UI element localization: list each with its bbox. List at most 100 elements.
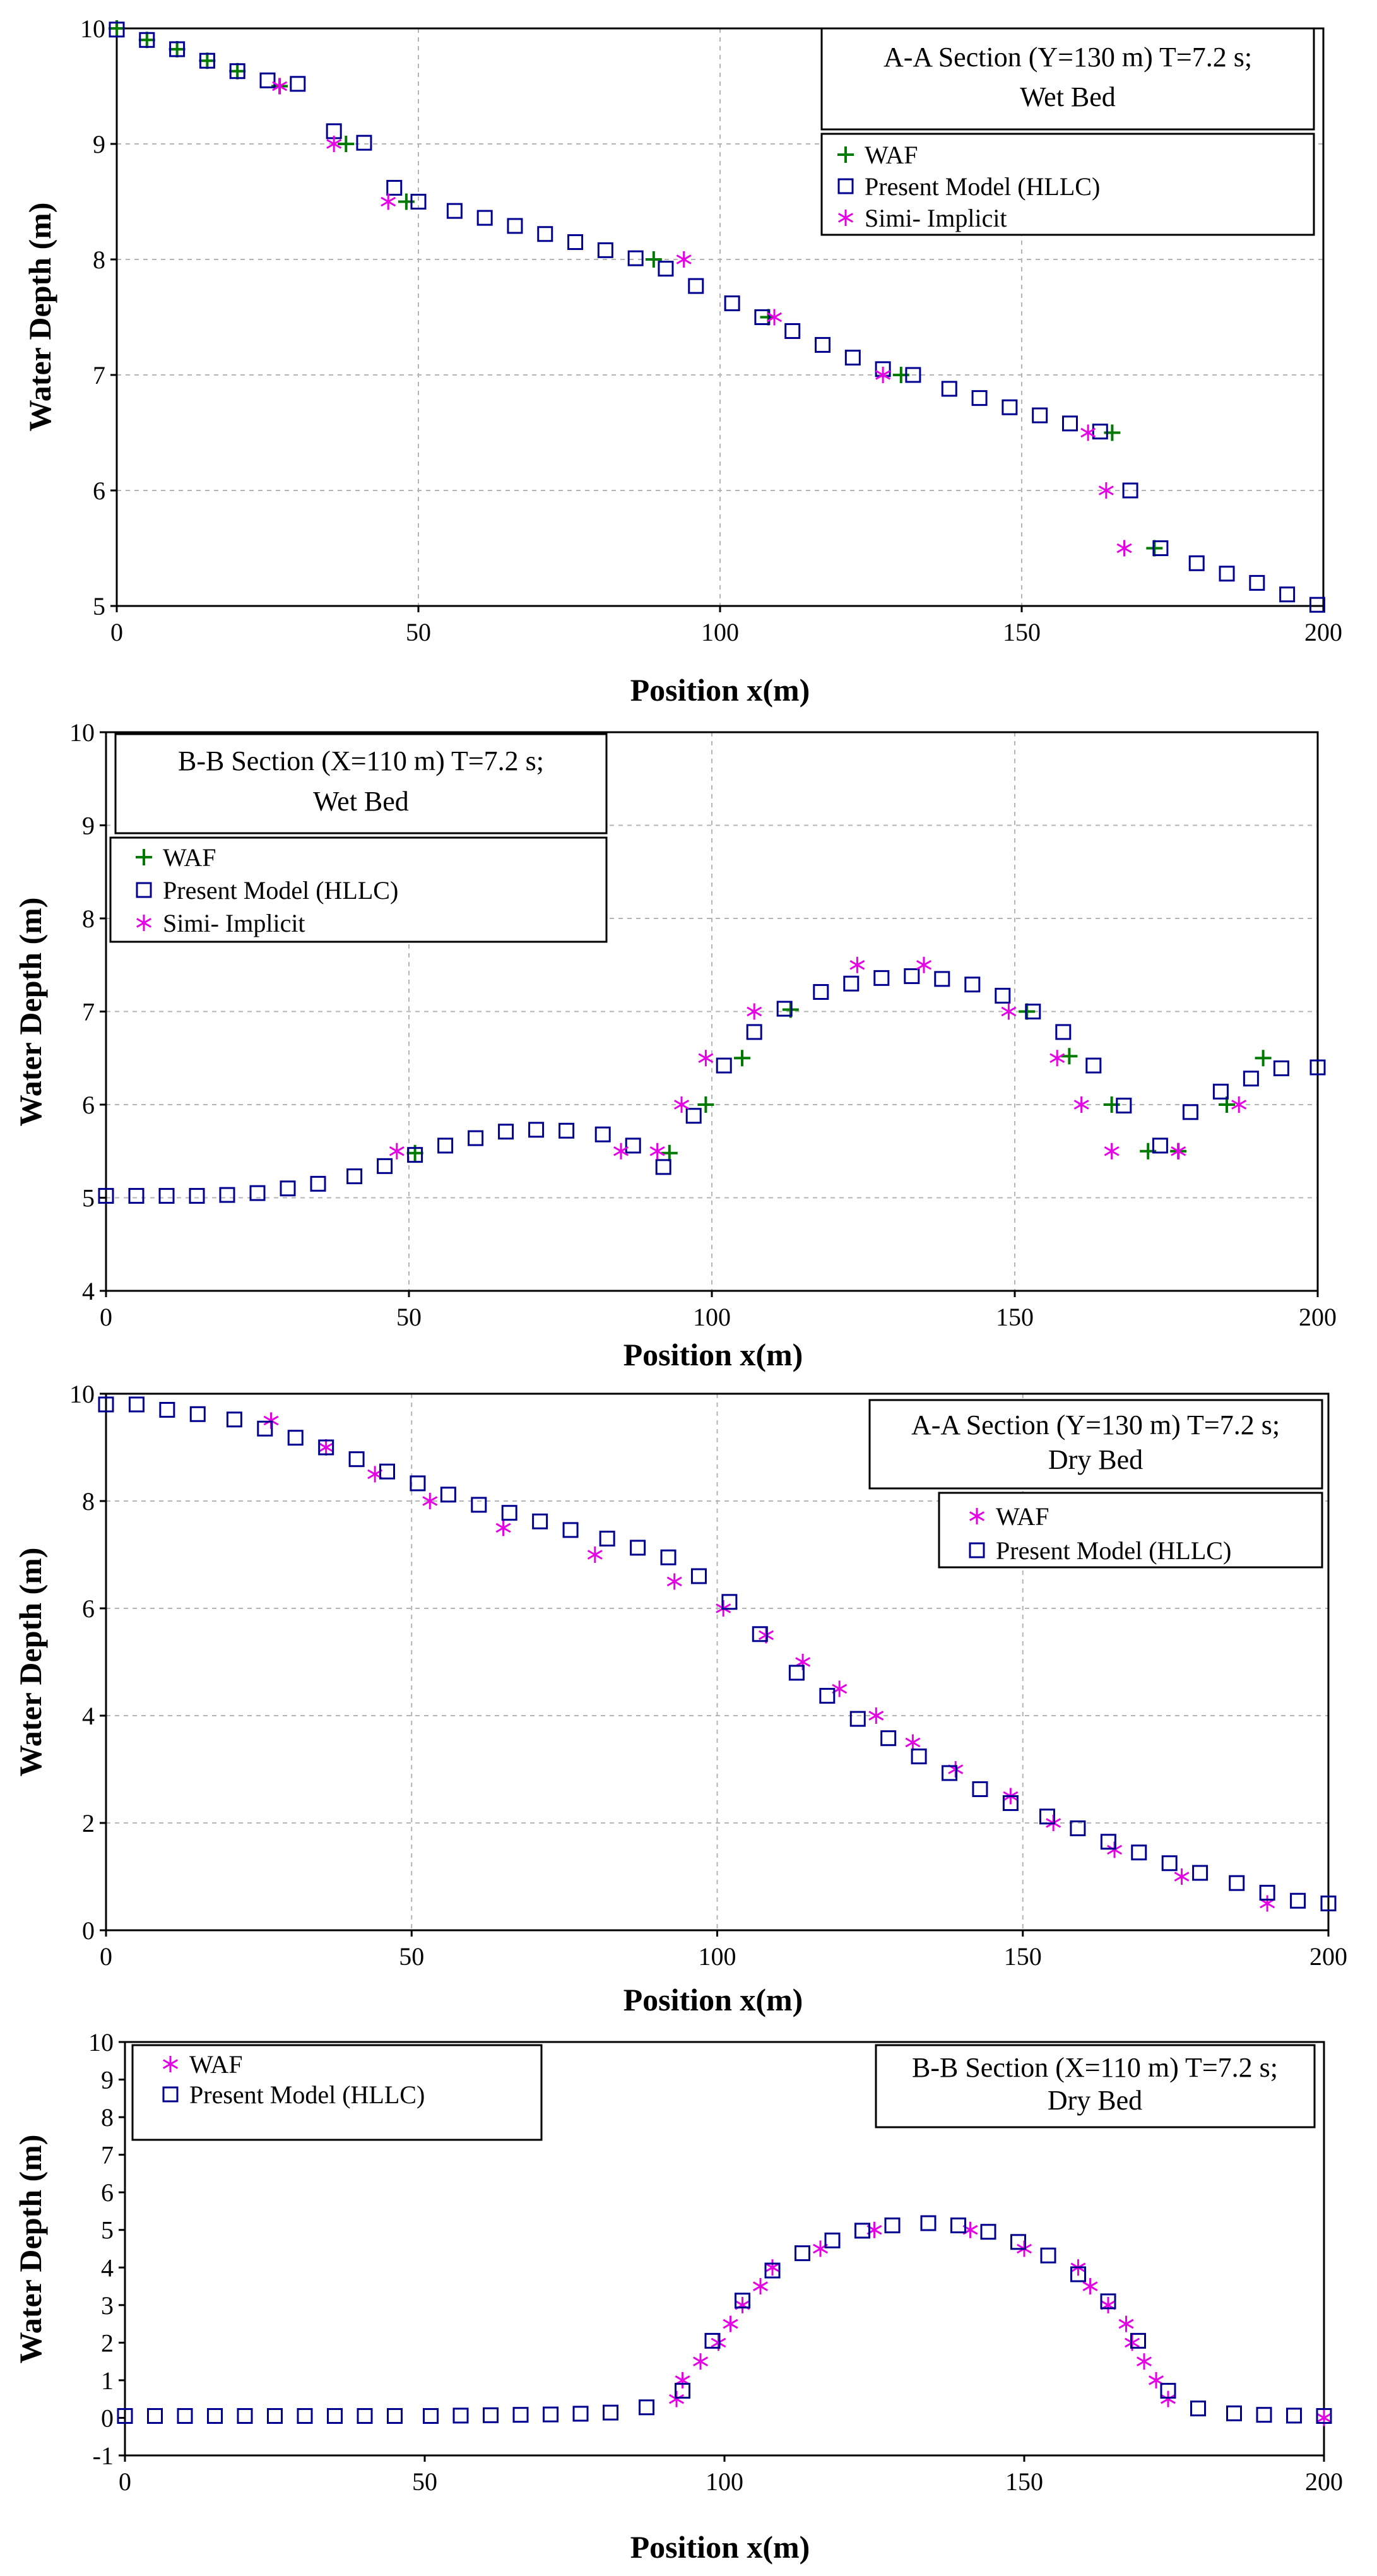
x-tick-label: 0 [119, 2467, 131, 2496]
legend-marker [136, 915, 152, 931]
series-present-model-hllc [109, 21, 1325, 613]
x-tick-label: 50 [399, 1942, 424, 1971]
y-tick-label: 3 [101, 2291, 114, 2320]
data-point [98, 1396, 114, 1413]
data-point [199, 52, 215, 69]
data-point [764, 2259, 781, 2276]
data-point [147, 2407, 163, 2424]
data-point [1219, 566, 1235, 582]
data-point [824, 2232, 841, 2248]
data-point [658, 261, 674, 277]
data-point [356, 134, 372, 151]
data-point [1286, 2407, 1302, 2424]
chart-title-line-2: Dry Bed [1048, 1444, 1143, 1475]
panel-bb-wet-bed: 4 5 6 7 8 9 10 0 50 100 150 200 Water Depth (m) Po… [13, 718, 1337, 1372]
data-point [776, 1000, 793, 1017]
data-point [767, 309, 783, 326]
y-tick-label: 6 [82, 1594, 95, 1623]
legend-marker [837, 146, 854, 163]
data-point [788, 1665, 805, 1681]
legend-box [109, 836, 608, 943]
data-point [964, 976, 981, 993]
legend-label: Present Model (HLLC) [996, 1536, 1231, 1565]
data-point [528, 1122, 545, 1138]
legend-item-present-model-hllc: Present Model (HLLC) [162, 2080, 425, 2109]
data-point [1104, 1143, 1120, 1160]
data-point [452, 2407, 469, 2424]
data-point [318, 1439, 334, 1456]
title-box [820, 27, 1315, 131]
data-point [764, 2262, 781, 2279]
y-tick-label: 5 [101, 2216, 114, 2245]
y-tick-label: 2 [82, 1809, 95, 1837]
data-point [627, 250, 644, 266]
data-point [446, 203, 463, 219]
data-point [1259, 1885, 1275, 1901]
data-point [971, 390, 988, 407]
x-axis-label: Position x(m) [623, 1982, 803, 2017]
data-point [1231, 1096, 1247, 1113]
y-tick-label: 7 [93, 361, 105, 389]
x-tick-label: 100 [699, 1942, 736, 1971]
data-point [704, 2332, 721, 2349]
legend-label: Simi- Implicit [865, 204, 1007, 232]
data-point [287, 1430, 304, 1446]
data-point [1070, 1820, 1086, 1836]
data-point [257, 1420, 273, 1437]
y-axis-label: Water Depth (m) [13, 2135, 48, 2364]
data-point [819, 1688, 836, 1704]
legend-label: WAF [996, 1502, 1049, 1531]
data-point [813, 984, 829, 1000]
x-tick-label: 200 [1304, 618, 1342, 646]
chart-title-line-1: A-A Section (Y=130 m) T=7.2 s; [884, 42, 1252, 73]
legend-item-waf: WAF [969, 1502, 1049, 1531]
data-point [843, 975, 860, 992]
data-point [1229, 1875, 1245, 1891]
data-point [532, 1513, 548, 1529]
x-tick-label: 200 [1299, 1303, 1337, 1331]
legend: WAF Present Model (HLLC) Simi- Implicit [837, 141, 1100, 232]
data-point [735, 2293, 750, 2309]
data-point [501, 1505, 517, 1521]
legend-item-present-model-hllc: Present Model (HLLC) [136, 876, 398, 905]
data-point [721, 1594, 738, 1610]
panel-aa-wet-bed: 5 6 7 8 9 10 0 50 100 150 200 Water Depth (m) Pos… [22, 15, 1342, 708]
data-point [1174, 1868, 1190, 1885]
chart-title-line-1: B-B Section (X=110 m) T=7.2 s; [178, 745, 544, 776]
data-point [1160, 2390, 1176, 2407]
data-point [1182, 1104, 1198, 1120]
data-point [219, 1187, 235, 1203]
data-point [1279, 586, 1296, 603]
data-point [562, 1522, 579, 1538]
legend-item-simi-implicit: Simi- Implicit [136, 909, 305, 937]
y-axis-label: Water Depth (m) [13, 1548, 48, 1777]
data-point [259, 72, 276, 88]
data-point [587, 1546, 603, 1563]
data-point [676, 251, 692, 268]
data-point [1136, 2353, 1152, 2370]
data-point [1152, 540, 1169, 556]
data-point [735, 2296, 750, 2313]
data-point [690, 1568, 707, 1584]
data-point [1249, 574, 1265, 591]
data-point [229, 63, 245, 80]
legend-item-waf: WAF [162, 2050, 242, 2079]
data-point [512, 2407, 529, 2423]
legend-item-present-model-hllc: Present Model (HLLC) [969, 1536, 1231, 1565]
data-point [884, 2217, 901, 2234]
y-tick-label: 2 [101, 2329, 114, 2357]
data-point [868, 1707, 884, 1724]
x-tick-label: 150 [1005, 2467, 1043, 2496]
data-point [1190, 2401, 1206, 2417]
data-point [377, 1158, 393, 1174]
chart-title-line-2: Wet Bed [313, 786, 409, 817]
series-waf [668, 2221, 1332, 2426]
data-point [109, 21, 125, 38]
data-point [537, 226, 553, 242]
x-tick-label: 50 [406, 618, 431, 646]
legend-marker [969, 1508, 985, 1524]
legend-marker [837, 178, 854, 194]
data-point [159, 1402, 175, 1418]
